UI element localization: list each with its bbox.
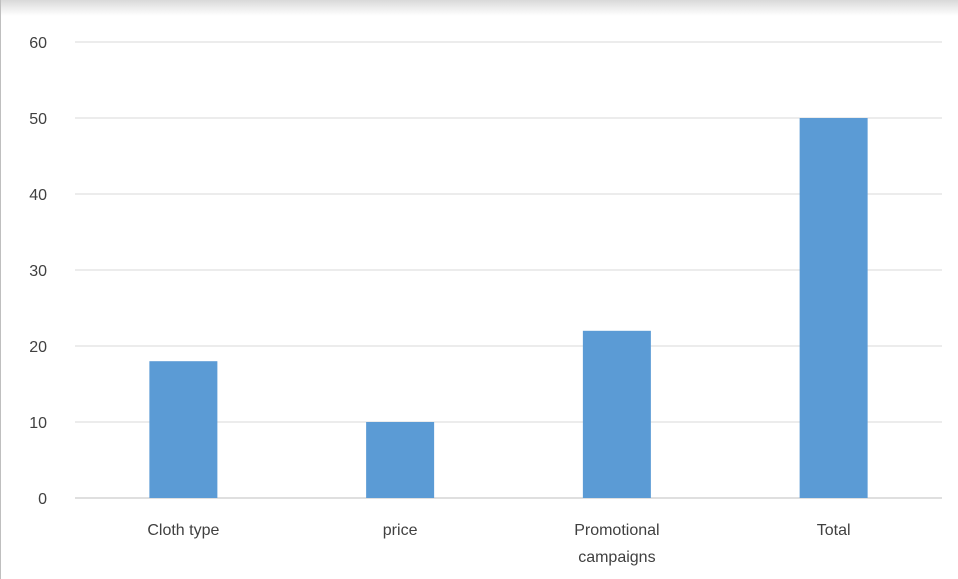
bar-total [799,118,868,498]
x-tick-label-line: Total [817,522,851,539]
y-tick-label: 30 [29,263,47,280]
x-tick-label-line: price [383,522,418,539]
bar-cloth-type [149,361,218,498]
gridlines [75,41,942,499]
x-tick-label-line: campaigns [578,549,655,566]
bar-price [366,422,435,498]
y-tick-label: 50 [29,111,47,128]
y-tick-label: 20 [29,339,47,356]
bar-promotional-campaigns [582,330,651,498]
x-tick-label: Cloth type [147,522,219,539]
y-tick-label: 10 [29,415,47,432]
x-axis-ticks: Cloth type price Promotional campaigns Total [147,522,850,566]
top-shadow [1,0,958,16]
y-tick-label: 40 [29,187,47,204]
x-tick-label-line: Cloth type [147,522,219,539]
x-tick-label: price [383,522,418,539]
y-tick-label: 60 [29,35,47,52]
y-axis-ticks: 0 10 20 30 40 50 60 [29,35,47,508]
x-tick-label: Promotional campaigns [574,522,659,566]
bars [149,118,868,498]
x-tick-label-line: Promotional [574,522,659,539]
x-tick-label: Total [817,522,851,539]
y-tick-label: 0 [38,491,47,508]
